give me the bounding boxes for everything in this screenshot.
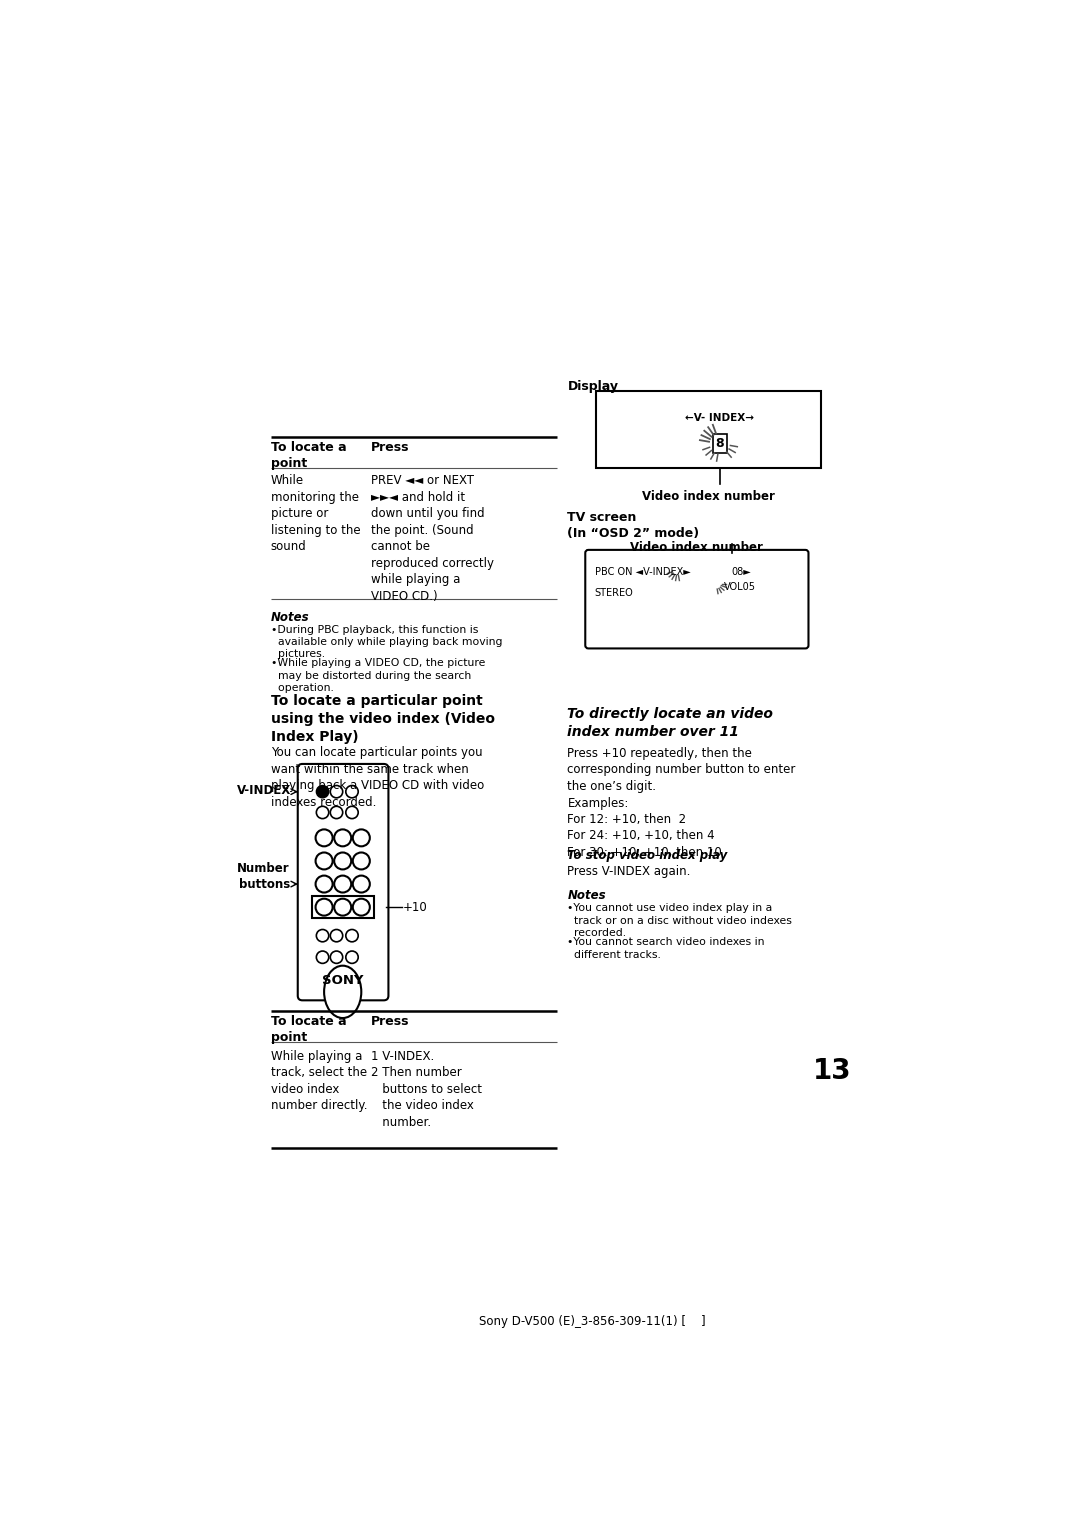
Text: Display: Display [567,380,619,393]
Text: ←V- INDEX→: ←V- INDEX→ [685,413,754,423]
FancyBboxPatch shape [298,764,389,1001]
Text: To locate a
point: To locate a point [271,1015,347,1044]
Text: Press V-INDEX again.: Press V-INDEX again. [567,865,691,877]
Text: •You cannot search video indexes in
  different tracks.: •You cannot search video indexes in diff… [567,937,765,960]
Bar [596,391,821,468]
Text: While playing a
track, select the
video index
number directly.: While playing a track, select the video … [271,1050,367,1112]
Circle shape [316,785,328,798]
Text: You can locate particular points you
want within the same track when
playing bac: You can locate particular points you wan… [271,746,484,808]
Text: Notes: Notes [567,889,606,903]
Text: Press +10 repeatedly, then the
corresponding number button to enter
the one’s di: Press +10 repeatedly, then the correspon… [567,747,796,859]
Text: Press: Press [372,442,410,454]
Text: While
monitoring the
picture or
listening to the
sound: While monitoring the picture or listenin… [271,474,361,553]
Text: •While playing a VIDEO CD, the picture
  may be distorted during the search
  op: •While playing a VIDEO CD, the picture m… [271,659,485,694]
Text: Press: Press [372,1015,410,1028]
Text: TV screen
(In “OSD 2” mode): TV screen (In “OSD 2” mode) [567,510,700,539]
Text: Number
buttons: Number buttons [238,862,291,891]
Text: 13: 13 [813,1057,852,1085]
Text: 08►: 08► [732,567,752,576]
Ellipse shape [324,966,362,1018]
Text: •You cannot use video index play in a
  track or on a disc without video indexes: •You cannot use video index play in a tr… [567,903,793,938]
Text: PBC ON ◄V-INDEX►: PBC ON ◄V-INDEX► [595,567,690,576]
Text: VOL05: VOL05 [724,582,756,593]
Text: STEREO: STEREO [595,588,633,599]
FancyBboxPatch shape [585,550,809,648]
Text: To locate a particular point
using the video index (Video
Index Play): To locate a particular point using the v… [271,694,495,744]
Text: 1 V-INDEX.
2 Then number
   buttons to select
   the video index
   number.: 1 V-INDEX. 2 Then number buttons to sele… [372,1050,483,1129]
Bar [312,897,374,918]
Text: Sony D-V500 (E)_3-856-309-11(1) [    ]: Sony D-V500 (E)_3-856-309-11(1) [ ] [478,1316,705,1328]
Text: +10: +10 [403,900,428,914]
Text: Notes: Notes [271,611,309,623]
Text: Video index number: Video index number [631,541,764,555]
Text: PREV ◄◄ or NEXT
►►◄ and hold it
down until you find
the point. (Sound
cannot be
: PREV ◄◄ or NEXT ►►◄ and hold it down unt… [372,474,495,604]
Bar [713,434,727,452]
Text: To locate a
point: To locate a point [271,442,347,471]
Text: To stop video index play: To stop video index play [567,850,728,862]
Text: To directly locate an video
index number over 11: To directly locate an video index number… [567,707,773,740]
Text: •During PBC playback, this function is
  available only while playing back movin: •During PBC playback, this function is a… [271,625,502,660]
Text: V-INDEX: V-INDEX [237,784,291,796]
Text: Video index number: Video index number [643,490,775,503]
Text: SONY: SONY [322,973,364,987]
Text: 8: 8 [715,437,724,451]
